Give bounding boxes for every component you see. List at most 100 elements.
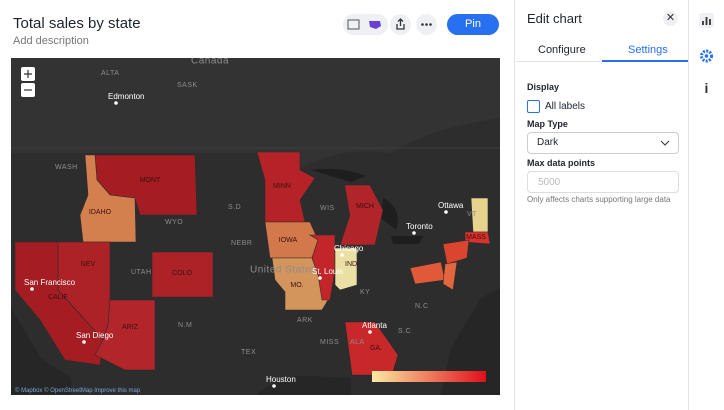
region-label: TEX — [241, 349, 256, 356]
region-label: N.C — [415, 303, 429, 310]
state-label: GA. — [370, 345, 382, 352]
state-label: IDAHO — [89, 209, 112, 216]
region-label: SASK — [177, 82, 198, 89]
city-label: San Diego — [76, 331, 114, 340]
region-label: ALTA — [101, 70, 119, 77]
city-dot — [340, 253, 344, 257]
field-label: Map Type — [527, 119, 568, 129]
map-icon — [369, 21, 381, 29]
state — [94, 299, 156, 371]
city-dot — [318, 276, 322, 280]
checkbox-label[interactable]: All labels — [545, 101, 586, 112]
city-dot — [114, 101, 118, 105]
state-label: MICH — [356, 203, 374, 210]
sidebar-icons: i — [699, 13, 714, 96]
state — [344, 321, 399, 376]
region-label: ALA — [350, 339, 365, 346]
state-label: NEV — [81, 261, 96, 268]
checkbox[interactable] — [527, 100, 540, 113]
city-label: Edmonton — [108, 92, 144, 101]
state — [151, 251, 214, 298]
chart-card: Total sales by state Add description Pin… — [11, 0, 515, 410]
state — [14, 241, 104, 366]
state — [339, 184, 384, 246]
region-label: WASH — [55, 164, 78, 171]
tab[interactable]: Configure — [538, 44, 586, 56]
region-label: KY — [360, 289, 370, 296]
close-button[interactable]: ✕ — [663, 11, 678, 26]
city-label: Toronto — [406, 222, 433, 231]
state — [442, 239, 470, 265]
legend-gradient — [372, 371, 486, 382]
state-label: CALIF — [48, 294, 68, 301]
description[interactable]: Add description — [13, 35, 89, 47]
city-dot — [82, 340, 86, 344]
region-label: MISS — [320, 339, 339, 346]
city-dot — [412, 231, 416, 235]
sidebar: i — [688, 0, 724, 410]
more-icon — [421, 23, 432, 26]
city-dot — [30, 287, 34, 291]
more-button[interactable] — [416, 14, 437, 35]
state — [334, 247, 358, 291]
attribution[interactable]: © Mapbox © OpenStreetMap Improve this ma… — [15, 387, 141, 394]
state-label: MASS — [466, 234, 486, 241]
state-label: ARIZ — [122, 324, 139, 331]
city-label: Houston — [266, 375, 296, 384]
city-label: San Francisco — [24, 278, 76, 287]
city-label: Ottawa — [438, 201, 464, 210]
region-label: WYO — [165, 219, 183, 226]
region-label: UTAH — [131, 269, 152, 276]
region-label: S.C — [398, 328, 411, 335]
chart-title[interactable]: Total sales by state — [13, 15, 141, 32]
region-label: VT — [467, 211, 477, 218]
tab-underline — [602, 60, 688, 62]
chevron — [660, 140, 670, 146]
input[interactable]: 5000 — [527, 171, 679, 193]
state-label: MONT — [140, 177, 161, 184]
state — [79, 154, 137, 243]
state — [256, 151, 316, 223]
tab-active[interactable]: Settings — [628, 44, 668, 56]
pin-button[interactable]: Pin — [447, 14, 499, 35]
edit-panel: Edit chart ✕ Configure Settings Display … — [516, 0, 688, 410]
field-label: Max data points — [527, 158, 596, 168]
region-label: S.D — [228, 204, 241, 211]
states: MONT IDAHO NEV CALIF ARIZ COLO MINN IOWA MO. IND.… — [14, 151, 491, 376]
city-dot — [444, 210, 448, 214]
select[interactable]: Dark — [527, 132, 679, 154]
table-icon — [347, 19, 360, 30]
state-label: COLO — [172, 270, 192, 277]
region-label: United States — [250, 265, 317, 276]
state-label: IOWA — [279, 237, 298, 244]
select-value: Dark — [537, 137, 559, 148]
placeholder: 5000 — [538, 177, 561, 188]
panel-title: Edit chart — [527, 11, 582, 26]
state-label: MINN — [273, 183, 291, 190]
chart-type-toggle[interactable] — [343, 14, 388, 35]
settings-icon[interactable] — [700, 49, 713, 63]
share-button[interactable] — [390, 14, 411, 35]
chart-icon — [702, 17, 711, 25]
canada-land — [11, 58, 500, 168]
city-dot — [272, 384, 276, 388]
city-label: Chicago — [334, 244, 364, 253]
state — [308, 234, 336, 301]
region-label: N.M — [178, 322, 192, 329]
state — [442, 261, 458, 291]
city-label: Atlanta — [362, 321, 387, 330]
map: MONT IDAHO NEV CALIF ARIZ COLO MINN IOWA MO. IND.… — [11, 58, 500, 395]
share-icon — [396, 18, 405, 30]
hint: Only affects charts supporting large dat… — [527, 195, 671, 204]
section-label: Display — [527, 82, 560, 92]
state-label: MO. — [290, 282, 303, 289]
settings-icon-center — [704, 54, 709, 58]
info-icon[interactable]: i — [705, 80, 709, 96]
state — [464, 231, 491, 245]
region-label: ARK — [297, 317, 313, 324]
region-label: WIS — [320, 205, 335, 212]
toggle-icons — [347, 19, 381, 30]
map-labels: Canada ALTA SASK Edmonton WASH WYO UTAH S.D NEBR… — [24, 58, 477, 388]
city-dot — [368, 330, 372, 334]
